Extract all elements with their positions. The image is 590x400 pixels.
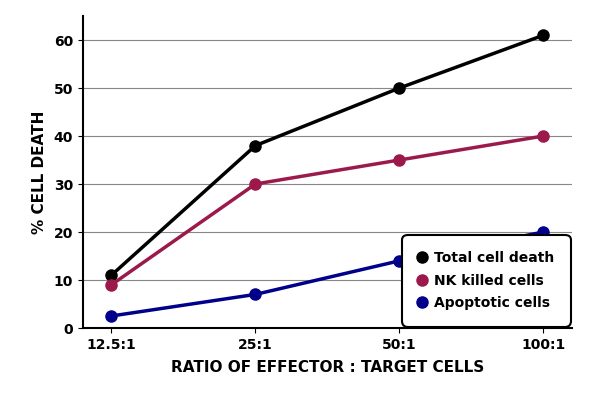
- NK killed cells: [540, 134, 547, 138]
- NK killed cells: [396, 158, 403, 162]
- Apoptotic cells: [108, 314, 115, 318]
- Y-axis label: % CELL DEATH: % CELL DEATH: [31, 110, 47, 234]
- Legend: Total cell death, NK killed cells, Apoptotic cells: Total cell death, NK killed cells, Apopt…: [408, 240, 565, 321]
- Total cell death: [252, 143, 259, 148]
- Line: Apoptotic cells: Apoptotic cells: [106, 226, 549, 322]
- NK killed cells: [252, 182, 259, 186]
- X-axis label: RATIO OF EFFECTOR : TARGET CELLS: RATIO OF EFFECTOR : TARGET CELLS: [171, 360, 484, 375]
- Line: Total cell death: Total cell death: [106, 30, 549, 281]
- Total cell death: [108, 273, 115, 278]
- NK killed cells: [108, 282, 115, 287]
- Total cell death: [540, 33, 547, 38]
- Apoptotic cells: [540, 230, 547, 234]
- Apoptotic cells: [396, 258, 403, 263]
- Apoptotic cells: [252, 292, 259, 297]
- Line: NK killed cells: NK killed cells: [106, 130, 549, 290]
- Total cell death: [396, 86, 403, 90]
